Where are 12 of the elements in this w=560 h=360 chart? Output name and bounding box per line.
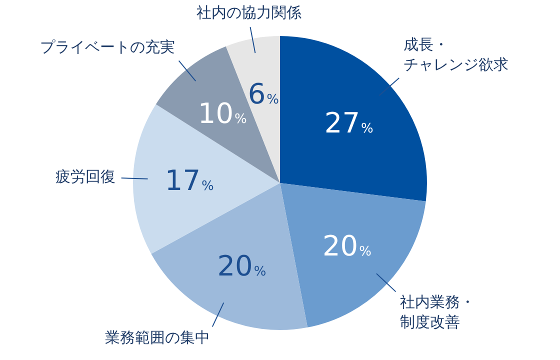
data-label: 10% [198,96,247,130]
data-label: 20% [322,229,372,262]
data-label: 6% [248,77,280,110]
slice-label: 社内業務・制度改善 [400,293,476,332]
slice-label: 業務範囲の集中 [104,328,210,347]
slice-label: プライベートの充実 [40,38,176,56]
data-label: 27% [324,106,374,140]
data-label: 20% [217,249,266,282]
slice-label: 社内の協力関係 [196,4,302,22]
slice-label: 疲労回復 [55,167,116,186]
slice-label: 成長・チャレンジ欲求 [404,35,508,74]
data-label: 17% [164,164,214,198]
